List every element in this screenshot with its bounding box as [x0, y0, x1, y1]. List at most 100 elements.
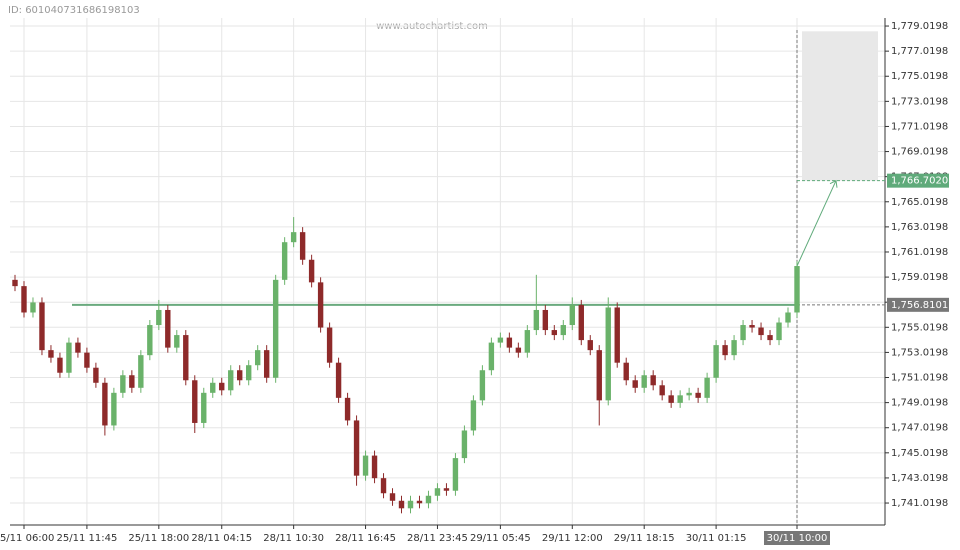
- candle-body: [183, 335, 189, 381]
- candle-body: [12, 279, 18, 287]
- candle-body: [263, 350, 270, 378]
- candle-body: [740, 325, 746, 341]
- candle-body: [461, 430, 468, 459]
- forecast-arrow: [796, 180, 837, 267]
- candle-body: [578, 304, 584, 341]
- target-label: 1,766.7020: [891, 176, 948, 187]
- candle-body: [407, 500, 414, 509]
- candle-body: [353, 420, 360, 476]
- x-tick-label: 25/11 11:45: [56, 533, 117, 544]
- candle-body: [75, 342, 81, 353]
- candle-body: [102, 382, 108, 426]
- candle-body: [443, 488, 450, 491]
- candle-body: [488, 342, 495, 371]
- chart-id: ID: 601040731686198103: [8, 5, 140, 16]
- x-tick-label: 28/11 23:45: [407, 533, 468, 544]
- target-label-box: [887, 173, 949, 188]
- candle-body: [677, 395, 683, 403]
- x-tick-label: 28/11 16:45: [335, 533, 396, 544]
- candle-body: [254, 350, 261, 366]
- candle-body: [524, 330, 531, 353]
- candle-body: [479, 370, 486, 401]
- candle-body: [317, 282, 324, 328]
- target-zone: [802, 31, 878, 181]
- candle-body: [758, 327, 764, 336]
- candle-body: [776, 322, 782, 341]
- x-tick-label: 29/11 12:00: [542, 533, 603, 544]
- candle-body: [290, 232, 297, 243]
- support-label: 1,756.8101: [891, 300, 948, 311]
- candle-body: [219, 382, 225, 391]
- candle-body: [641, 375, 647, 388]
- candle-body: [722, 345, 728, 356]
- candle-body: [48, 350, 54, 358]
- candle-body: [389, 493, 396, 501]
- candle-body: [147, 325, 153, 356]
- candle-body: [111, 392, 117, 426]
- candle-body: [308, 259, 315, 283]
- candle-body: [228, 370, 234, 391]
- x-label-box: [764, 531, 830, 545]
- y-tick-label: 1,743.0198: [891, 473, 948, 484]
- candle-body: [731, 340, 737, 356]
- candle-body: [668, 395, 674, 403]
- candle-body: [39, 302, 45, 351]
- y-tick-label: 1,753.0198: [891, 347, 948, 358]
- x-tick-label: 28/11 10:30: [263, 533, 324, 544]
- candle-body: [632, 380, 638, 388]
- y-tick-label: 1,747.0198: [891, 423, 948, 434]
- candle-body: [551, 330, 558, 336]
- arrow-head: [829, 179, 838, 188]
- candle-body: [695, 392, 701, 398]
- x-tick-label: 29/11 18:15: [614, 533, 675, 544]
- candle-body: [416, 500, 423, 504]
- y-tick-label: 1,775.0198: [891, 71, 948, 82]
- x-tick-label: 30/11 01:15: [686, 533, 747, 544]
- candle-body: [452, 458, 459, 491]
- candle-body: [515, 347, 522, 353]
- candle-body: [326, 327, 333, 363]
- candle-body: [192, 380, 198, 423]
- x-tick-label: 30/11 10:00: [767, 533, 828, 544]
- y-tick-label: 1,763.0198: [891, 222, 948, 233]
- candle-body: [335, 362, 342, 398]
- candle-body: [596, 350, 602, 401]
- y-tick-label: 1,741.0198: [891, 498, 948, 509]
- y-tick-label: 1,759.0198: [891, 272, 948, 283]
- y-tick-label: 1,769.0198: [891, 147, 948, 158]
- candle-body: [344, 397, 351, 421]
- candle-body: [237, 370, 243, 381]
- candle-body: [174, 335, 180, 348]
- candle-body: [272, 279, 279, 378]
- candle-body: [650, 375, 656, 386]
- candle-body: [767, 335, 773, 341]
- candle-body: [686, 392, 692, 396]
- candle-body: [749, 325, 755, 328]
- candle-body: [542, 309, 549, 331]
- candle-body: [84, 352, 90, 368]
- candle-body: [605, 307, 611, 401]
- candle-body: [533, 309, 540, 331]
- candle-body: [281, 242, 288, 280]
- candle-body: [398, 500, 405, 509]
- candle-body: [371, 455, 378, 479]
- y-tick-label: 1,777.0198: [891, 46, 948, 57]
- candle-body: [120, 375, 126, 393]
- candle-body: [93, 367, 99, 383]
- candle-body: [560, 325, 566, 336]
- candle-body: [623, 362, 629, 381]
- candle-body: [165, 309, 171, 348]
- y-tick-label: 1,779.0198: [891, 21, 948, 32]
- x-tick-label: 28/11 04:15: [191, 533, 252, 544]
- candle-body: [246, 365, 252, 381]
- candle-body: [434, 488, 441, 496]
- x-tick-label: 25/11 18:00: [128, 533, 189, 544]
- candle-body: [156, 309, 162, 326]
- y-tick-label: 1,755.0198: [891, 322, 948, 333]
- candle-body: [30, 302, 36, 313]
- y-tick-label: 1,761.0198: [891, 247, 948, 258]
- candle-body: [794, 266, 800, 313]
- candle-body: [138, 355, 144, 388]
- candle-body: [497, 337, 504, 343]
